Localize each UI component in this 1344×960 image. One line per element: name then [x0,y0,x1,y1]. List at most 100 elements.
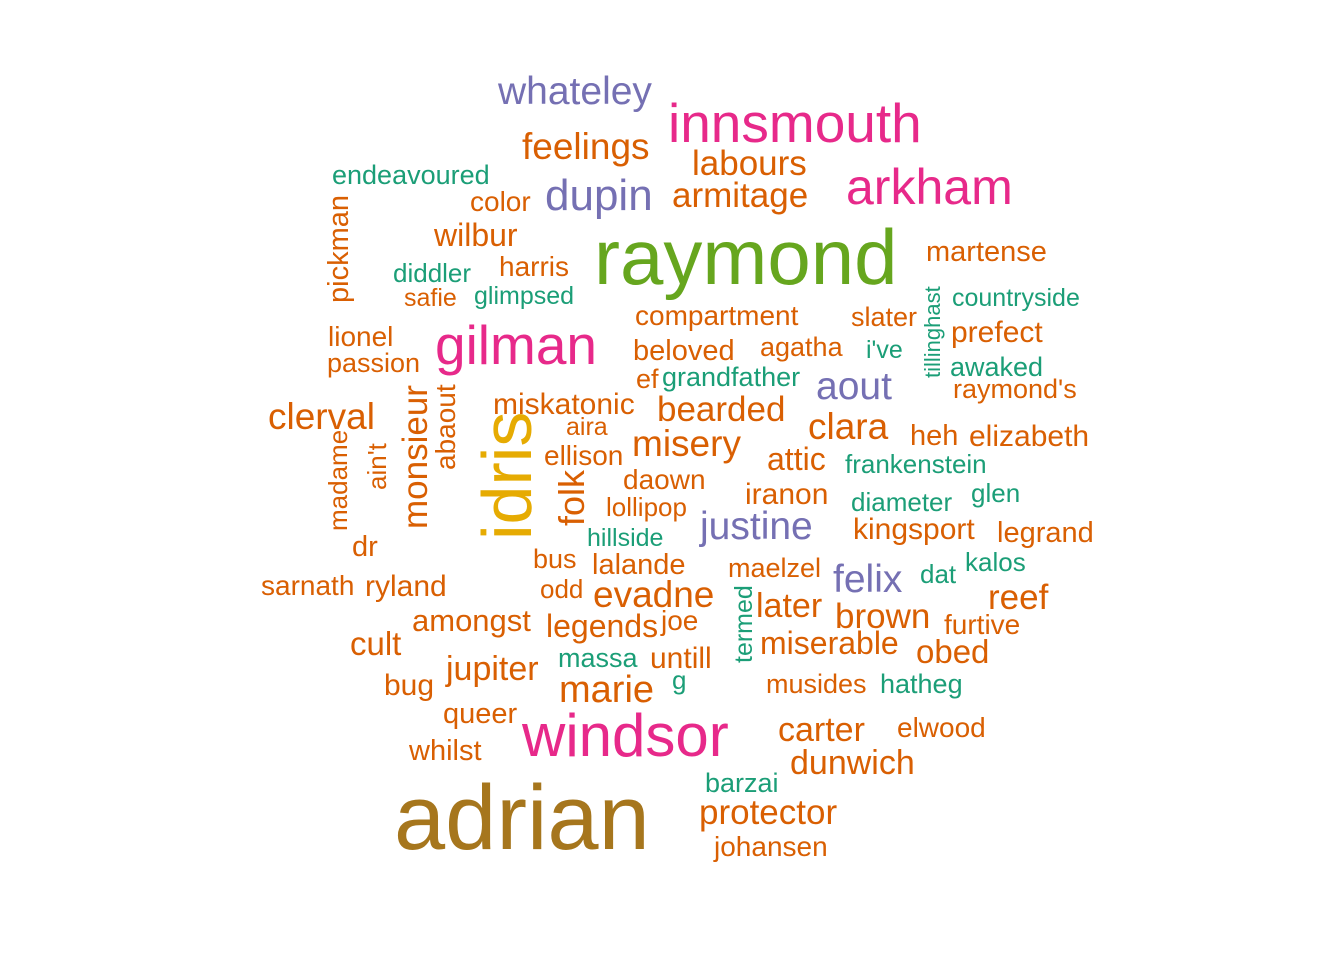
word-heh: heh [910,420,959,452]
word-diameter: diameter [851,487,953,517]
word-dupin: dupin [545,171,653,220]
word-slater: slater [851,302,918,332]
word-raymond: raymond [594,213,898,301]
word-dunwich: dunwich [790,744,915,782]
word-innsmouth: innsmouth [668,92,922,154]
word-lalande: lalande [592,549,686,581]
word-elizabeth: elizabeth [969,420,1090,453]
word-kingsport: kingsport [853,513,975,546]
word-awaked: awaked [950,352,1044,382]
word-g: g [672,665,687,695]
word-queer: queer [443,698,518,730]
word-labours: labours [692,144,807,183]
word-aout: aout [816,365,892,408]
word-dr: dr [352,531,378,563]
word-clerval: clerval [268,396,375,437]
word-termed: termed [730,585,758,663]
word-grandfather: grandfather [662,362,801,392]
word-countryside: countryside [952,284,1080,312]
word-compartment: compartment [635,300,799,331]
word-justine: justine [700,505,813,548]
word-abaout: abaout [430,384,461,470]
word-pickman: pickman [323,195,355,303]
word-odd: odd [540,574,584,604]
word-raymond-s: raymond's [953,374,1077,404]
word-lollipop: lollipop [606,492,687,522]
word-bearded: bearded [657,390,786,429]
word-color: color [470,186,531,217]
word-later: later [756,587,823,625]
word-prefect: prefect [951,316,1043,349]
word-diddler: diddler [393,258,472,288]
word-safie: safie [404,284,457,312]
word-martense: martense [926,236,1047,268]
word-i-ve: i've [866,336,903,364]
word-adrian: adrian [394,767,650,869]
word-sarnath: sarnath [261,570,355,601]
word-daown: daown [623,464,706,495]
word-monsieur: monsieur [396,385,435,529]
word-ef: ef [636,364,659,394]
word-furtive: furtive [944,609,1021,640]
word-legrand: legrand [997,517,1094,549]
word-folk: folk [551,469,592,526]
word-lionel: lionel [328,321,394,352]
word-untill: untill [650,642,712,675]
word-miskatonic: miskatonic [493,388,635,421]
word-beloved: beloved [633,335,735,367]
word-amongst: amongst [412,603,531,638]
word-cult: cult [350,625,402,662]
word-kalos: kalos [965,547,1026,577]
word-bug: bug [384,669,435,702]
word-tillinghast: tillinghast [920,286,945,378]
word-wilbur: wilbur [434,217,518,253]
word-aira: aira [566,413,608,441]
word-musides: musides [766,669,867,699]
word-felix: felix [833,558,903,601]
word-madame: madame [323,429,353,531]
word-elwood: elwood [897,712,986,743]
word-glimpsed: glimpsed [474,282,575,310]
word-protector: protector [699,793,838,832]
word-evadne: evadne [593,574,715,615]
word-iranon: iranon [745,478,829,511]
word-ryland: ryland [365,570,447,603]
word-glen: glen [971,478,1021,508]
word-passion: passion [327,348,421,378]
word-carter: carter [778,711,865,749]
word-miserable: miserable [760,625,899,661]
word-whateley: whateley [498,70,652,113]
word-bus: bus [533,544,577,574]
word-jupiter: jupiter [446,650,539,688]
word-dat: dat [920,559,957,589]
word-misery: misery [632,423,741,464]
word-armitage: armitage [672,176,809,215]
word-legends: legends [546,608,659,644]
word-marie: marie [559,669,655,711]
word-attic: attic [767,441,826,477]
word-hatheg: hatheg [880,669,963,699]
word-ellison: ellison [544,440,624,471]
word-idris: idris [468,411,546,540]
word-arkham: arkham [846,159,1013,215]
word-hillside: hillside [587,524,664,552]
word-agatha: agatha [760,332,843,362]
word-harris: harris [499,251,570,282]
word-joe: joe [661,605,699,636]
word-reef: reef [988,578,1049,617]
word-gilman: gilman [435,314,598,376]
word-clara: clara [808,406,889,447]
word-whilst: whilst [409,735,482,767]
word-endeavoured: endeavoured [332,160,490,190]
word-ain-t: ain't [362,443,392,490]
word-massa: massa [558,643,638,673]
word-brown: brown [835,597,931,636]
word-obed: obed [916,633,990,670]
word-johansen: johansen [714,831,828,862]
word-windsor: windsor [522,702,729,769]
word-feelings: feelings [522,126,650,167]
word-maelzel: maelzel [728,553,822,583]
word-frankenstein: frankenstein [845,449,987,479]
word-barzai: barzai [705,768,779,798]
